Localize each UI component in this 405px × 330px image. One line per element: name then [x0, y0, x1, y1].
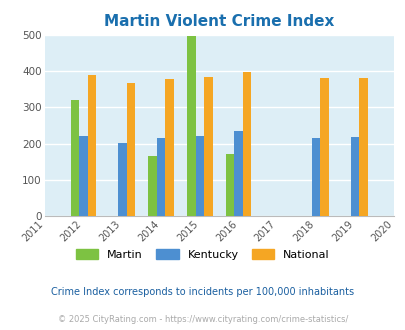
Bar	[242, 72, 251, 216]
Bar	[126, 82, 135, 216]
Text: Crime Index corresponds to incidents per 100,000 inhabitants: Crime Index corresponds to incidents per…	[51, 287, 354, 297]
Bar	[234, 131, 242, 216]
Bar	[187, 36, 195, 216]
Bar	[320, 78, 328, 216]
Bar	[118, 143, 126, 216]
Bar	[350, 137, 358, 216]
Bar	[165, 79, 173, 216]
Bar	[358, 78, 367, 216]
Bar	[87, 75, 96, 216]
Bar	[225, 154, 234, 216]
Bar	[79, 136, 87, 216]
Bar	[156, 138, 165, 216]
Legend: Martin, Kentucky, National: Martin, Kentucky, National	[76, 249, 329, 260]
Bar	[311, 138, 320, 216]
Bar	[70, 100, 79, 216]
Title: Martin Violent Crime Index: Martin Violent Crime Index	[104, 14, 334, 29]
Bar	[195, 136, 204, 216]
Bar	[204, 77, 212, 216]
Text: © 2025 CityRating.com - https://www.cityrating.com/crime-statistics/: © 2025 CityRating.com - https://www.city…	[58, 315, 347, 324]
Bar	[148, 156, 156, 216]
